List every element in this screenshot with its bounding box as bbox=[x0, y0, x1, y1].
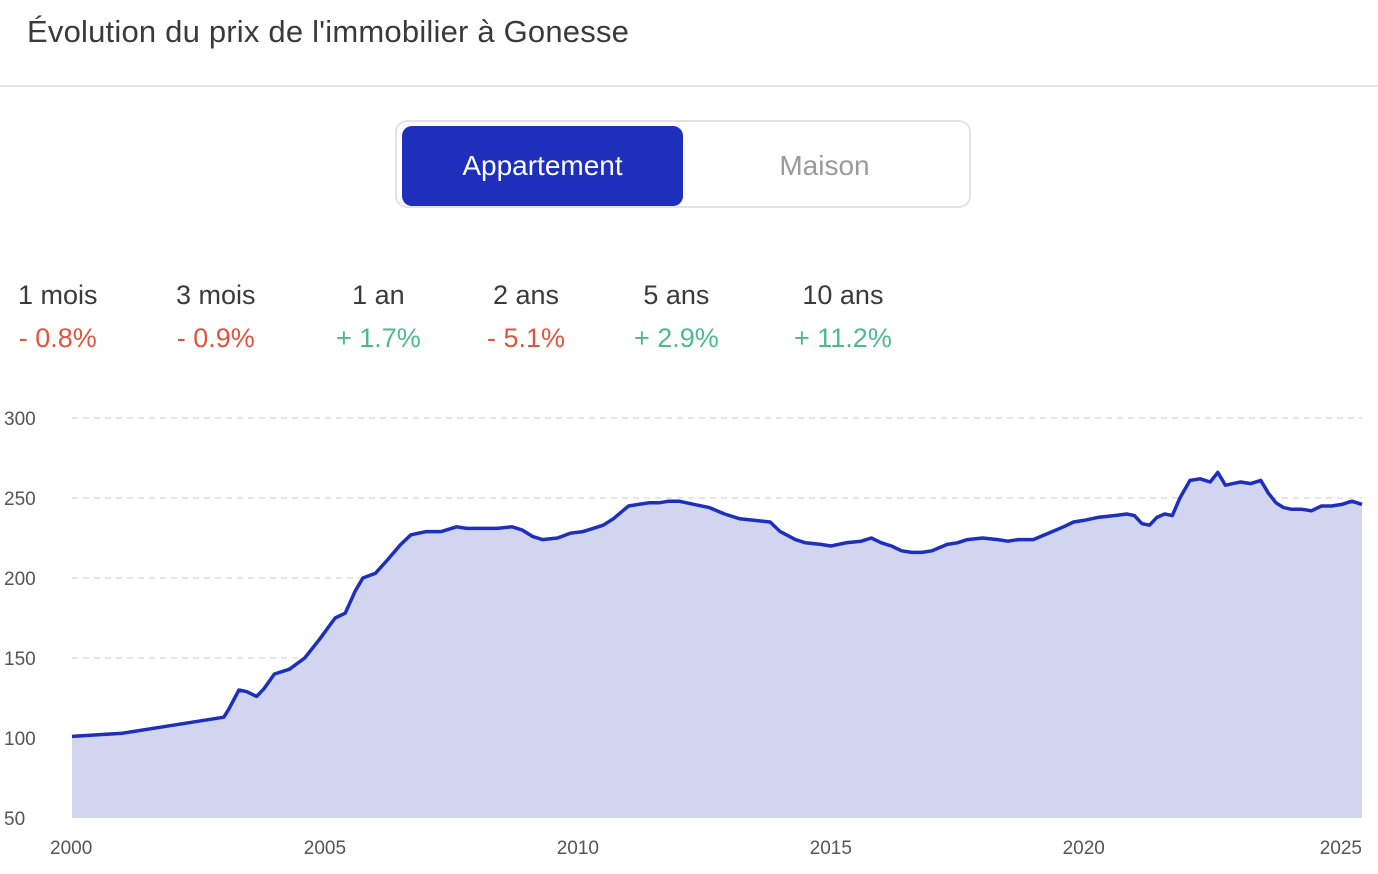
stat-10-ans: 10 ans + 11.2% bbox=[794, 280, 892, 354]
toggle-appartement-button[interactable]: Appartement bbox=[402, 126, 683, 206]
property-type-toggle: Appartement Maison bbox=[395, 120, 971, 208]
price-line bbox=[71, 470, 1363, 739]
stat-label: 10 ans bbox=[802, 280, 884, 310]
stat-value: + 2.9% bbox=[634, 323, 719, 353]
stat-label: 1 an bbox=[352, 280, 405, 310]
y-axis-ticks: 300 250 200 150 100 50 bbox=[4, 409, 36, 830]
y-tick-label: 100 bbox=[4, 729, 36, 750]
price-area-fill bbox=[72, 472, 1362, 818]
x-tick-label: 2010 bbox=[557, 838, 599, 859]
stat-label: 3 mois bbox=[176, 280, 256, 310]
stat-value: - 0.9% bbox=[176, 323, 255, 353]
stat-value: - 0.8% bbox=[18, 323, 97, 353]
stat-label: 2 ans bbox=[492, 280, 560, 310]
header-divider bbox=[0, 85, 1378, 87]
price-change-stats: 1 mois - 0.8% 3 mois - 0.9% 1 an + 1.7% … bbox=[0, 280, 1000, 370]
x-tick-label: 2020 bbox=[1063, 838, 1105, 859]
x-axis-ticks: 2000 2005 2010 2015 2020 2025 bbox=[50, 838, 1362, 859]
stat-label: 5 ans bbox=[643, 280, 710, 310]
y-tick-label: 300 bbox=[4, 409, 36, 430]
stat-5-ans: 5 ans + 2.9% bbox=[634, 280, 719, 354]
y-tick-label: 50 bbox=[4, 809, 25, 830]
stat-3-mois: 3 mois - 0.9% bbox=[176, 280, 256, 354]
x-tick-label: 2025 bbox=[1320, 838, 1362, 859]
y-tick-label: 250 bbox=[4, 489, 36, 510]
toggle-maison-button[interactable]: Maison bbox=[779, 150, 870, 181]
x-tick-label: 2005 bbox=[304, 838, 346, 859]
y-tick-label: 200 bbox=[4, 569, 36, 590]
stat-value: + 11.2% bbox=[794, 323, 892, 353]
stat-value: - 5.1% bbox=[487, 323, 566, 353]
y-tick-label: 150 bbox=[4, 649, 36, 670]
stat-value: + 1.7% bbox=[336, 323, 421, 353]
stat-label: 1 mois bbox=[18, 280, 98, 310]
stat-1-mois: 1 mois - 0.8% bbox=[18, 280, 98, 354]
x-tick-label: 2000 bbox=[50, 838, 92, 859]
page-title: Évolution du prix de l'immobilier à Gone… bbox=[27, 14, 630, 49]
stat-2-ans: 2 ans - 5.1% bbox=[487, 280, 565, 354]
x-tick-label: 2015 bbox=[810, 838, 852, 859]
stat-1-an: 1 an + 1.7% bbox=[336, 280, 421, 354]
